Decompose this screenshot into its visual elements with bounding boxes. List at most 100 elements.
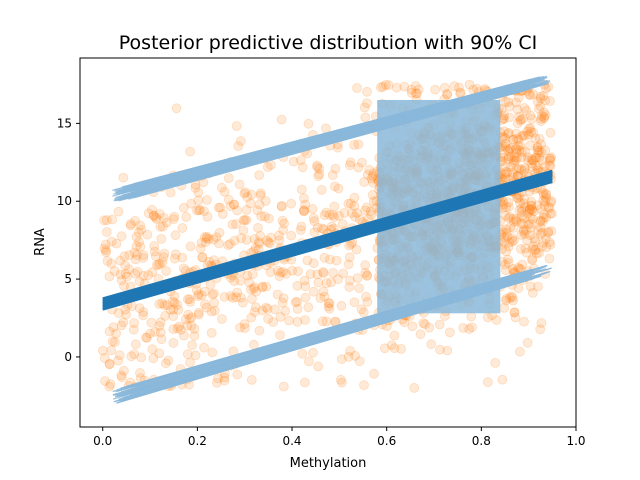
- scatter-point: [102, 256, 113, 266]
- scatter-point: [354, 283, 365, 294]
- scatter-point: [527, 114, 537, 124]
- scatter-point: [360, 205, 371, 216]
- scatter-point: [227, 219, 238, 230]
- scatter-point: [195, 243, 206, 254]
- scatter-point: [362, 296, 373, 307]
- scatter-point: [383, 80, 394, 90]
- scatter-point: [442, 345, 453, 356]
- scatter-point: [278, 293, 289, 304]
- scatter-point: [252, 205, 263, 216]
- scatter-point: [254, 199, 265, 210]
- scatter-point: [538, 91, 549, 101]
- scatter-point: [509, 157, 519, 168]
- scatter-point: [503, 151, 514, 162]
- scatter-point: [367, 189, 378, 200]
- scatter-point: [173, 304, 184, 315]
- scatter-point: [502, 144, 513, 155]
- scatter-point: [104, 358, 115, 369]
- scatter-point: [154, 320, 165, 331]
- scatter-point: [329, 181, 340, 192]
- scatter-point: [333, 274, 344, 285]
- scatter-point: [138, 270, 149, 281]
- scatter-point: [131, 232, 142, 242]
- scatter-point: [249, 282, 260, 293]
- scatter-point: [202, 195, 212, 205]
- posterior-mean-line: [102, 180, 553, 311]
- scatter-point: [250, 302, 261, 313]
- scatter-point: [231, 121, 242, 131]
- scatter-point: [239, 319, 250, 330]
- scatter-point: [189, 323, 200, 334]
- scatter-point: [113, 355, 123, 366]
- scatter-point: [292, 296, 302, 307]
- scatter-point: [500, 210, 511, 221]
- scatter-point: [333, 210, 344, 221]
- scatter-point: [261, 302, 271, 313]
- scatter-point: [115, 269, 126, 280]
- scatter-point: [500, 161, 511, 172]
- scatter-point: [546, 208, 557, 219]
- scatter-point: [345, 345, 356, 356]
- scatter-point: [276, 201, 287, 212]
- scatter-point: [343, 351, 354, 362]
- scatter-point: [536, 111, 547, 121]
- scatter-point: [391, 82, 402, 93]
- scatter-point: [327, 210, 338, 220]
- scatter-point: [172, 299, 183, 310]
- ci-lower-strand: [124, 268, 547, 393]
- scatter-point: [155, 258, 165, 269]
- scatter-point: [530, 133, 541, 144]
- scatter-point: [303, 302, 314, 313]
- scatter-point: [227, 293, 238, 303]
- scatter-point: [526, 196, 537, 207]
- scatter-point: [515, 198, 525, 209]
- scatter-point: [545, 153, 555, 164]
- scatter-point: [309, 227, 320, 238]
- scatter-point: [193, 307, 204, 318]
- scatter-point: [514, 111, 524, 122]
- scatter-point: [354, 214, 365, 225]
- scatter-point: [196, 237, 207, 248]
- posterior-mean-line: [102, 174, 553, 305]
- scatter-point: [146, 317, 157, 328]
- scatter-point: [168, 324, 179, 335]
- scatter-point: [246, 374, 257, 385]
- scatter-point: [204, 256, 215, 267]
- scatter-point: [182, 349, 193, 360]
- scatter-point: [189, 330, 200, 341]
- scatter-point: [308, 286, 319, 297]
- scatter-point: [255, 190, 266, 201]
- scatter-point: [197, 252, 208, 263]
- scatter-point: [158, 212, 169, 223]
- scatter-point: [518, 224, 529, 235]
- scatter-point: [504, 101, 515, 112]
- scatter-point: [143, 208, 154, 219]
- scatter-point: [106, 236, 117, 247]
- scatter-point: [107, 336, 118, 347]
- scatter-point: [529, 245, 540, 256]
- scatter-point: [162, 300, 173, 310]
- scatter-point: [360, 267, 371, 278]
- scatter-point: [185, 146, 196, 157]
- scatter-point: [508, 216, 519, 227]
- scatter-point: [523, 152, 533, 163]
- scatter-point: [466, 311, 477, 322]
- scatter-point: [523, 219, 534, 230]
- scatter-point: [101, 245, 111, 256]
- scatter-point: [263, 313, 274, 324]
- scatter-point: [535, 91, 546, 102]
- scatter-point: [528, 206, 539, 217]
- scatter-point: [504, 144, 515, 155]
- scatter-point: [132, 266, 143, 277]
- scatter-point: [516, 230, 527, 240]
- scatter-point: [235, 322, 246, 333]
- scatter-point: [171, 103, 182, 114]
- scatter-point: [525, 90, 536, 101]
- scatter-point: [272, 265, 283, 276]
- scatter-point: [213, 202, 224, 213]
- scatter-point: [361, 202, 372, 213]
- scatter-point: [518, 226, 529, 237]
- scatter-point: [214, 238, 224, 249]
- scatter-point: [345, 157, 356, 168]
- scatter-point: [116, 372, 127, 383]
